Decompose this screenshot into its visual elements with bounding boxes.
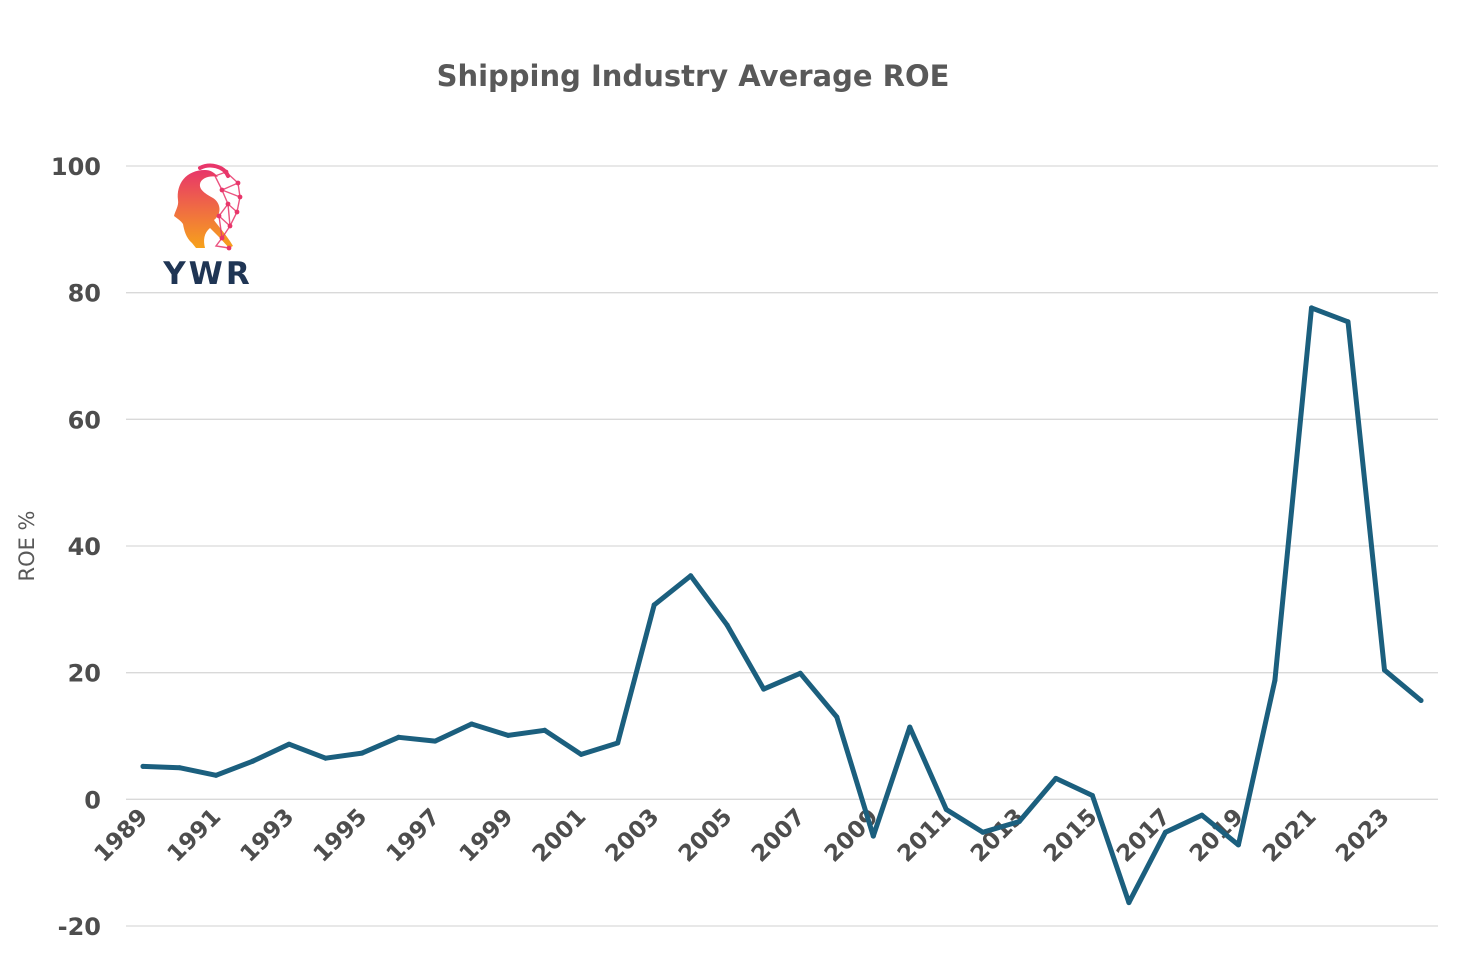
x-tick-label: 1999 <box>455 804 519 868</box>
y-axis-label: ROE % <box>15 510 39 581</box>
data-point <box>834 714 840 720</box>
x-tick-label: 2021 <box>1258 804 1322 868</box>
data-point <box>1309 305 1314 311</box>
data-point <box>286 741 292 747</box>
data-point <box>870 833 876 839</box>
x-tick-label: 2003 <box>601 804 665 868</box>
y-tick-label: 60 <box>68 406 101 434</box>
data-point <box>469 721 475 727</box>
logo-text: YWR <box>162 256 253 292</box>
data-point <box>797 670 803 676</box>
x-axis-ticks: 1989 1991 1993 1995 1997 1999 2001 2003 2005 2007… <box>90 804 1395 868</box>
series <box>140 305 1424 906</box>
head-network-icon <box>174 163 243 251</box>
gridlines <box>126 165 1438 927</box>
data-point <box>359 750 365 756</box>
x-tick-label: 2013 <box>966 804 1030 868</box>
data-point <box>1199 812 1205 818</box>
data-point <box>1272 677 1278 683</box>
data-point <box>505 732 511 738</box>
y-tick-label: 0 <box>84 786 101 814</box>
data-point <box>1089 793 1095 798</box>
data-point <box>542 727 548 733</box>
data-point <box>396 734 402 740</box>
ywr-logo: YWR <box>162 163 253 292</box>
y-axis-ticks: -20 0 20 40 60 80 100 <box>51 153 101 941</box>
data-point <box>1345 319 1351 325</box>
series-line-0 <box>140 305 1424 906</box>
data-point <box>323 755 329 761</box>
data-point <box>1418 698 1424 703</box>
chart-title: Shipping Industry Average ROE <box>437 59 950 93</box>
x-tick-label: 2007 <box>747 804 811 868</box>
data-point <box>1235 842 1241 848</box>
data-point <box>688 573 694 579</box>
y-tick-label: 20 <box>68 660 101 688</box>
x-tick-label: 1997 <box>382 804 446 868</box>
data-point <box>980 829 986 835</box>
y-tick-label: -20 <box>58 913 101 941</box>
data-point <box>1053 775 1059 781</box>
x-tick-label: 2011 <box>893 804 957 868</box>
x-tick-label: 1995 <box>309 804 373 868</box>
data-point <box>907 724 913 730</box>
x-tick-label: 2015 <box>1039 804 1103 868</box>
data-point <box>250 758 255 764</box>
y-tick-label: 100 <box>51 153 101 181</box>
data-point <box>213 772 219 778</box>
data-point <box>943 807 949 812</box>
x-tick-label: 2001 <box>528 804 592 868</box>
data-point <box>140 763 146 769</box>
data-point <box>1162 829 1168 835</box>
x-tick-label: 2023 <box>1331 804 1395 868</box>
data-point <box>651 602 657 608</box>
data-point <box>761 686 767 692</box>
data-point <box>1016 819 1022 824</box>
data-point <box>578 751 584 757</box>
y-tick-label: 80 <box>68 280 101 308</box>
data-point <box>1382 667 1387 673</box>
data-point <box>177 765 182 771</box>
x-tick-label: 2005 <box>674 804 738 868</box>
data-point <box>615 740 621 746</box>
data-point <box>1126 900 1132 906</box>
y-tick-label: 40 <box>68 533 101 561</box>
data-point <box>432 738 438 744</box>
x-tick-label: 1993 <box>236 804 300 868</box>
x-tick-label: 1991 <box>163 804 227 868</box>
data-point <box>724 622 730 628</box>
